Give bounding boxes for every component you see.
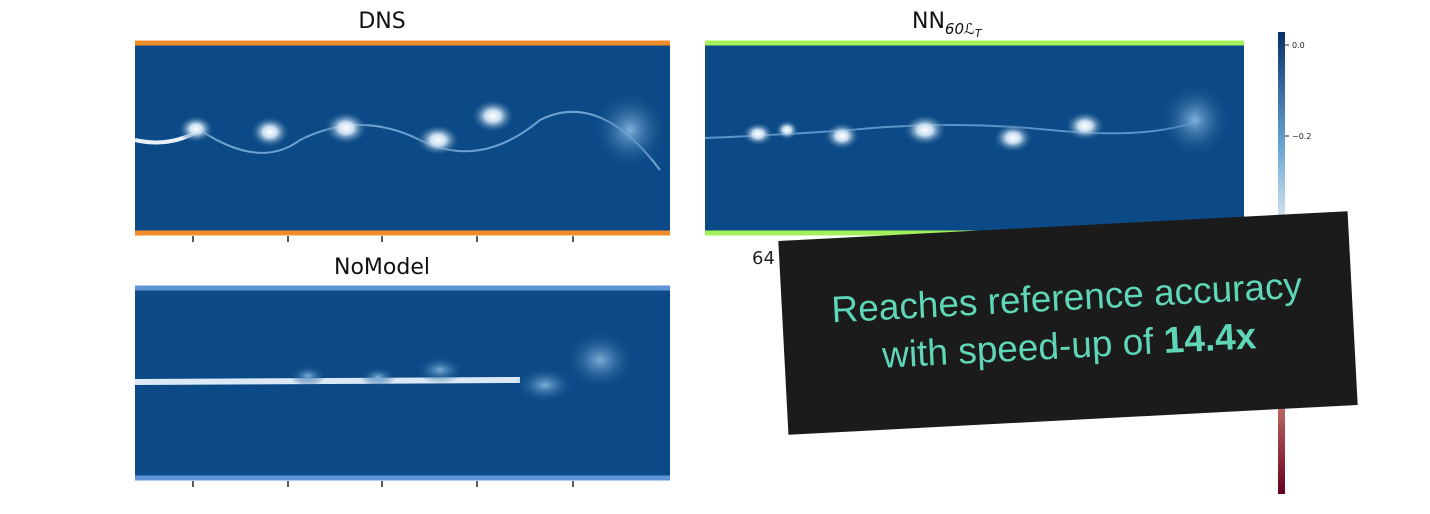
panel-title: NoModel xyxy=(334,255,430,280)
dns-panel: DNS xyxy=(134,9,670,242)
colorbar-tick-label: −0.2 xyxy=(1292,132,1311,141)
panel-title: DNS xyxy=(358,9,405,34)
tick-label: 64 xyxy=(752,248,775,269)
title-main: NN xyxy=(912,9,945,34)
nn-panel: NN60ℒT 64 xyxy=(704,9,1244,269)
nomodel-panel: NoModel xyxy=(134,255,670,487)
overlay-highlight: 14.4x xyxy=(1163,315,1258,361)
title-subsubscript: T xyxy=(975,27,983,40)
panel-title: NN60ℒT xyxy=(912,9,983,40)
title-subscript: 60ℒ xyxy=(945,20,975,38)
colorbar-tick-label: 0.0 xyxy=(1292,41,1305,50)
overlay-card: Reaches reference accuracy with speed-up… xyxy=(778,211,1358,435)
